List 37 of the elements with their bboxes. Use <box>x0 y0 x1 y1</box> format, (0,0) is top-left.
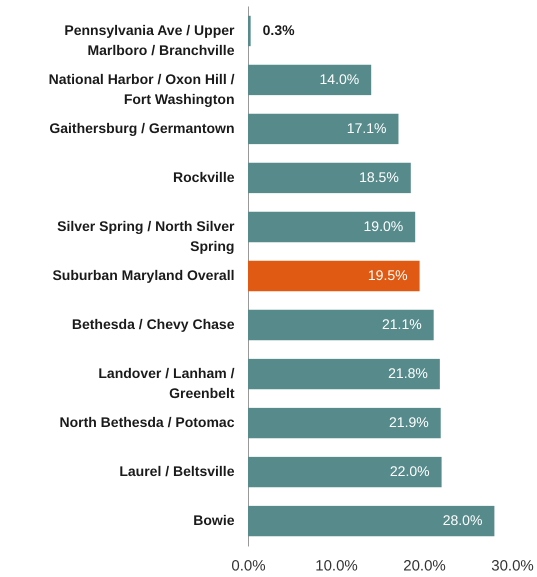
bar <box>248 212 416 242</box>
y-tick-label: Silver Spring / North Silver Spring <box>57 218 236 254</box>
y-tick-label: Gaithersburg / Germantown <box>49 120 234 136</box>
data-label: 14.0% <box>319 70 360 87</box>
x-tick-label: 0.0% <box>231 558 266 574</box>
bar <box>248 16 251 46</box>
data-label: 0.3% <box>262 22 296 38</box>
data-label: 19.0% <box>363 218 404 234</box>
data-label: 19.5% <box>368 267 408 283</box>
x-tick-label: 30.0% <box>491 558 534 574</box>
data-label: 17.1% <box>346 120 386 136</box>
data-label: 22.0% <box>390 463 430 480</box>
bar <box>248 64 372 96</box>
bar <box>248 310 434 340</box>
data-label: 28.0% <box>442 512 482 528</box>
bar <box>248 408 441 438</box>
bar <box>248 358 440 390</box>
y-tick-label: Rockville <box>173 168 235 185</box>
data-label: 21.1% <box>382 316 422 332</box>
bar <box>248 162 411 194</box>
bar <box>248 506 494 536</box>
y-tick-label: Laurel / Beltsville <box>119 463 235 480</box>
y-tick-label: Landover / Lanham / Greenbelt <box>98 365 235 402</box>
bar <box>248 260 420 292</box>
data-label: 18.5% <box>359 168 399 185</box>
y-tick-label: Pennsylvania Ave / Upper Marlboro / Branchville <box>64 22 236 58</box>
y-tick-label: Bowie <box>193 512 235 528</box>
y-tick-label: National Harbor / Oxon Hill / Fort Washington <box>48 70 235 107</box>
x-tick-label: 10.0% <box>315 558 358 574</box>
x-tick-label: 20.0% <box>403 558 446 574</box>
bar <box>248 114 398 144</box>
y-tick-label: North Bethesda / Potomac <box>59 414 235 430</box>
y-tick-label: Bethesda / Chevy Chase <box>72 316 235 332</box>
y-tick-label: Suburban Maryland Overall <box>52 267 234 283</box>
data-label: 21.8% <box>388 365 428 382</box>
bar <box>248 456 442 488</box>
data-label: 21.9% <box>389 414 429 430</box>
